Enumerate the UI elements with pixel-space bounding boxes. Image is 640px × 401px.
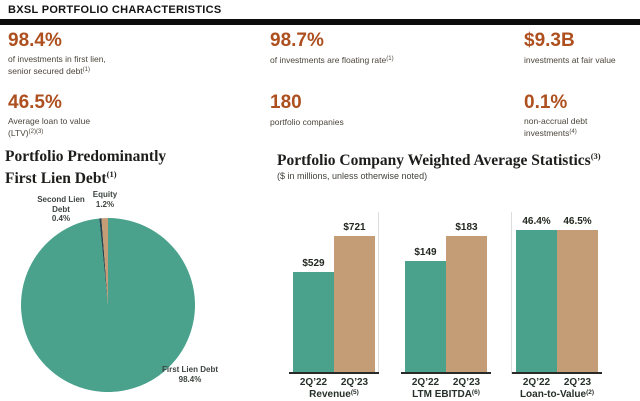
group-label: Loan-to-Value(2) — [519, 389, 595, 400]
bar-chart-subtitle: ($ in millions, unless otherwise noted) — [277, 171, 428, 181]
stat-value: 98.4% — [8, 30, 62, 51]
bar-chart-loan-to-value: 46.4% 46.5% 2Q’22 2Q’23 Loan-to-Value(2) — [505, 212, 609, 400]
pie-label-equity: Equity 1.2% — [92, 190, 118, 209]
bars-group: 46.4% 46.5% — [505, 212, 609, 372]
stat-value: $9.3B — [524, 30, 575, 51]
stat-caption: of investments in first lien, senior sec… — [8, 54, 106, 76]
pie-chart — [21, 218, 195, 392]
category-labels: 2Q’22 2Q’23 — [522, 377, 592, 388]
stat-value: 0.1% — [524, 92, 568, 113]
bar-value-label: $149 — [414, 247, 437, 258]
bar-value-label: $721 — [343, 222, 366, 233]
stat-caption: investments at fair value — [524, 55, 616, 65]
bar-value-label: 46.5% — [563, 216, 592, 227]
stat-caption: non-accrual debt investments(4) — [524, 116, 588, 138]
chart-divider — [378, 212, 379, 374]
stat-value: 180 — [270, 92, 302, 113]
header-rule — [0, 19, 640, 25]
bar-ltv-2q23: 46.5% — [557, 216, 598, 372]
bar-ltv-2q22: 46.4% — [516, 216, 557, 372]
stat-non-accrual: 0.1% non-accrual debt investments(4) — [524, 93, 636, 138]
bar-revenue-2q23: $721 — [334, 222, 375, 372]
bars-group: $149 $183 — [394, 212, 498, 372]
stat-floating-rate: 98.7% of investments are floating rate(1… — [270, 31, 500, 66]
bars-group: $529 $721 — [282, 212, 386, 372]
bar-value-label: 46.4% — [522, 216, 551, 227]
pie-label-first-lien: First Lien Debt 98.4% — [161, 365, 218, 384]
stat-portfolio-companies: 180 portfolio companies — [270, 93, 500, 128]
page-title: BXSL PORTFOLIO CHARACTERISTICS — [8, 4, 222, 16]
pie-label-second-lien: Second Lien Debt 0.4% — [37, 195, 85, 223]
stat-caption: portfolio companies — [270, 117, 344, 127]
axis-baseline — [512, 372, 602, 374]
group-label: LTM EBITDA(6) — [412, 389, 480, 400]
bar-value-label: $183 — [455, 222, 478, 233]
stat-first-lien: 98.4% of investments in first lien, seni… — [8, 31, 238, 76]
bar-chart-revenue: $529 $721 2Q’22 2Q’23 Revenue(5) — [282, 212, 386, 400]
axis-baseline — [401, 372, 491, 374]
stat-caption: Average loan to value (LTV)(2)(3) — [8, 116, 91, 138]
bar-chart-title: Portfolio Company Weighted Average Stati… — [277, 151, 601, 169]
bar-chart-ltm-ebitda: $149 $183 2Q’22 2Q’23 LTM EBITDA(6) — [394, 212, 498, 400]
bar-ebitda-2q23: $183 — [446, 222, 487, 372]
pie-chart-title: Portfolio Predominantly First Lien Debt(… — [5, 148, 167, 187]
stat-ltv: 46.5% Average loan to value (LTV)(2)(3) — [8, 93, 238, 138]
stat-caption: of investments are floating rate(1) — [270, 55, 394, 65]
category-labels: 2Q’22 2Q’23 — [411, 377, 481, 388]
bar-revenue-2q22: $529 — [293, 258, 334, 372]
chart-divider — [511, 212, 512, 374]
stat-fair-value: $9.3B investments at fair value — [524, 31, 636, 66]
bar-charts-row: $529 $721 2Q’22 2Q’23 Revenue(5) $149 $18 — [280, 212, 636, 401]
bar-ebitda-2q22: $149 — [405, 247, 446, 372]
stat-value: 98.7% — [270, 30, 324, 51]
bar-value-label: $529 — [302, 258, 325, 269]
group-label: Revenue(5) — [309, 389, 359, 400]
category-labels: 2Q’22 2Q’23 — [299, 377, 369, 388]
stat-value: 46.5% — [8, 92, 62, 113]
axis-baseline — [289, 372, 379, 374]
